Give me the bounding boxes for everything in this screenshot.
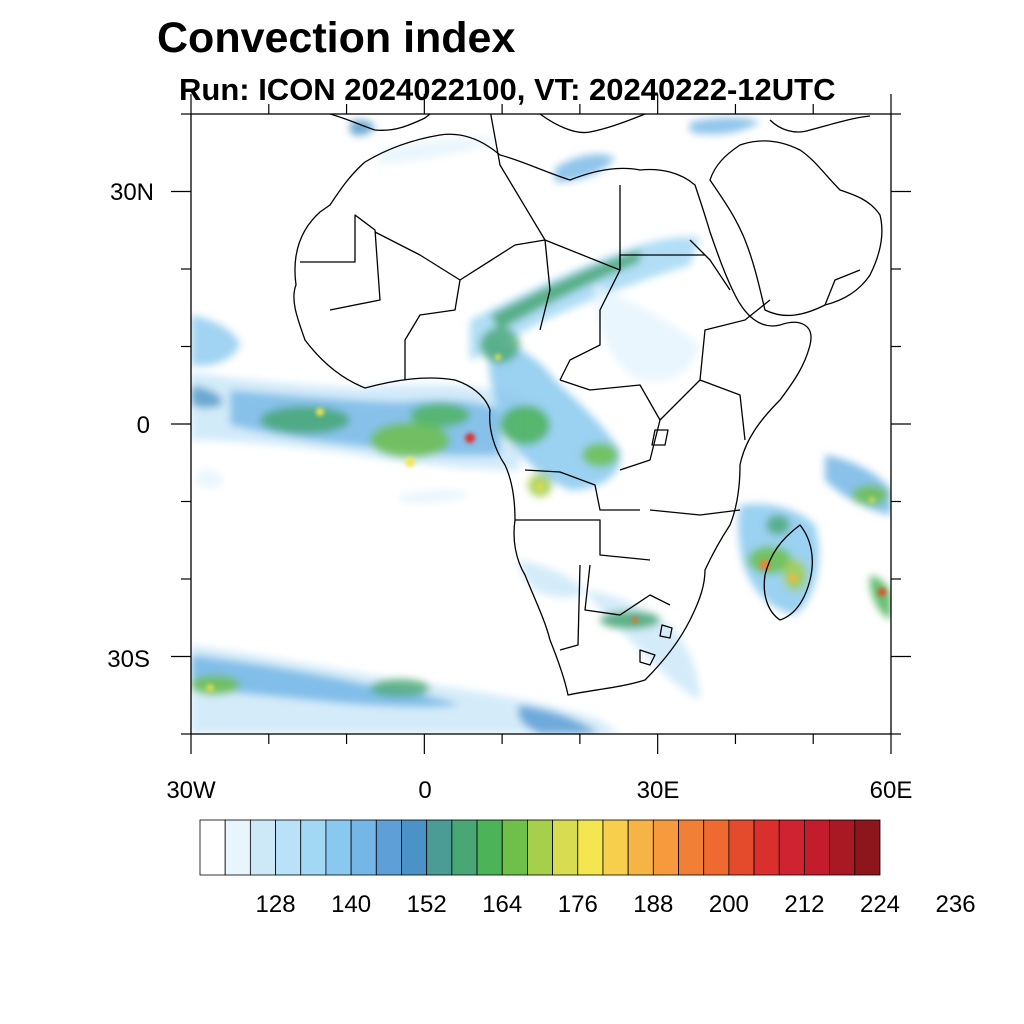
colorbar [199, 819, 881, 876]
colorbar-tick-label: 140 [331, 891, 371, 918]
colorbar-swatch [426, 819, 453, 876]
colorbar-swatch [703, 819, 730, 876]
colorbar-swatch [199, 819, 226, 876]
colorbar-tick-label: 212 [784, 891, 824, 918]
colorbar-swatch [778, 819, 805, 876]
colorbar-swatch [325, 819, 352, 876]
colorbar-swatch [577, 819, 604, 876]
colorbar-swatch [224, 819, 251, 876]
colorbar-tick-label: 164 [482, 891, 522, 918]
lat-label-30n: 30N [110, 179, 154, 206]
colorbar-tick-label: 224 [860, 891, 900, 918]
colorbar-tick-label: 200 [709, 891, 749, 918]
colorbar-tick-label: 236 [936, 891, 976, 918]
colorbar-swatch [627, 819, 654, 876]
colorbar-swatch [275, 819, 302, 876]
colorbar-swatch [501, 819, 528, 876]
colorbar-swatch [678, 819, 705, 876]
colorbar-swatch [375, 819, 402, 876]
lon-label-30w: 30W [166, 777, 216, 804]
colorbar-swatch [476, 819, 503, 876]
colorbar-tick-label: 128 [256, 891, 296, 918]
lon-label-60e: 60E [870, 777, 913, 804]
coastlines [293, 114, 883, 696]
colorbar-swatch [451, 819, 478, 876]
colorbar-swatch [602, 819, 629, 876]
colorbar-swatch [401, 819, 428, 876]
map-frame [171, 94, 911, 754]
colorbar-swatch [527, 819, 553, 876]
lon-label-30e: 30E [637, 777, 680, 804]
convection-field [191, 117, 891, 734]
colorbar-swatch [300, 819, 327, 876]
colorbar-swatch [249, 819, 276, 876]
colorbar-tick-label: 176 [558, 891, 598, 918]
lon-label-0: 0 [418, 777, 431, 804]
lat-label-30s: 30S [107, 646, 150, 673]
page-subtitle: Run: ICON 2024022100, VT: 20240222-12UTC [179, 72, 836, 107]
colorbar-swatch [829, 819, 856, 876]
page-title: Convection index [157, 14, 516, 62]
colorbar-swatch [728, 819, 755, 876]
colorbar-swatch [804, 819, 831, 876]
colorbar-swatch [350, 819, 377, 876]
lat-label-0: 0 [137, 412, 150, 439]
colorbar-labels: 128 140 152 164 176 188 200 212 224 236 [256, 891, 976, 918]
colorbar-swatch [652, 819, 679, 876]
colorbar-tick-label: 188 [633, 891, 673, 918]
colorbar-swatch [552, 819, 579, 876]
colorbar-swatch [854, 819, 881, 876]
colorbar-swatch [753, 819, 780, 876]
colorbar-tick-label: 152 [407, 891, 447, 918]
